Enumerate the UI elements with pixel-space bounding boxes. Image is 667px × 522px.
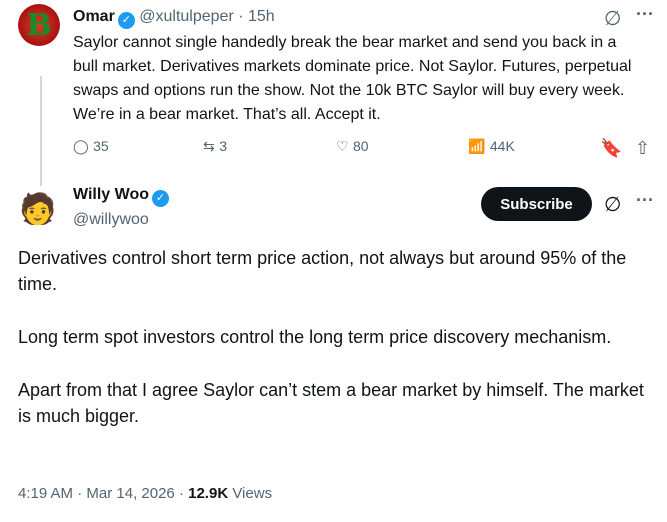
grok-icon[interactable]: ∅ xyxy=(604,8,622,30)
reply-text: Saylor cannot single handedly break the … xyxy=(73,34,632,123)
repost-icon: ⇆ xyxy=(203,138,215,154)
time[interactable]: 4:19 AM xyxy=(18,485,74,502)
views-icon: 📶 xyxy=(468,138,486,154)
separator: · xyxy=(233,8,248,25)
author-name[interactable]: Willy Woo xyxy=(73,186,149,203)
verified-icon: ✓ xyxy=(152,190,169,207)
avatar-logo: B xyxy=(26,7,52,43)
subscribe-button[interactable]: Subscribe xyxy=(481,187,592,221)
views-button[interactable]: 📶 44K xyxy=(468,138,515,154)
paragraph: Apart from that I agree Saylor can’t ste… xyxy=(18,380,644,426)
paragraph: Derivatives control short term price act… xyxy=(18,248,627,294)
reply-icon: ◯ xyxy=(73,138,89,154)
repost-button[interactable]: ⇆ 3 xyxy=(203,138,227,154)
omar-avatar[interactable]: B xyxy=(18,4,60,46)
more-icon[interactable]: ··· xyxy=(636,4,654,24)
date[interactable]: Mar 14, 2026 xyxy=(86,485,175,502)
paragraph: Long term spot investors control the lon… xyxy=(18,327,612,347)
thread-line xyxy=(40,76,42,226)
bookmark-icon[interactable]: 🔖 xyxy=(600,138,623,158)
tweet-meta: 4:19 AM · Mar 14, 2026 · 12.9K Views xyxy=(18,485,273,502)
share-icon[interactable]: ⇧ xyxy=(635,138,651,158)
views-label: Views xyxy=(232,485,273,502)
timestamp[interactable]: 15h xyxy=(247,8,275,25)
more-icon[interactable]: ··· xyxy=(636,190,654,210)
tweet-text: Derivatives control short term price act… xyxy=(18,245,648,456)
heart-icon: ♡ xyxy=(336,138,349,154)
like-button[interactable]: ♡ 80 xyxy=(336,138,369,154)
tweet-header: Willy Woo ✓ @willywoo xyxy=(73,186,169,229)
willy-avatar[interactable]: 🧑 xyxy=(18,186,58,232)
author-handle[interactable]: @xultulpeper xyxy=(139,8,234,25)
reply-button[interactable]: ◯ 35 xyxy=(73,138,109,154)
action-bar: ◯ 35 ⇆ 3 ♡ 80 📶 44K 🔖 ⇧ xyxy=(73,138,658,160)
author-name[interactable]: Omar xyxy=(73,8,115,25)
reply-header: Omar ✓ @xultulpeper · 15h xyxy=(73,8,275,29)
view-count: 12.9K xyxy=(188,485,229,502)
author-handle[interactable]: @willywoo xyxy=(73,211,149,228)
verified-icon: ✓ xyxy=(117,12,135,29)
grok-icon[interactable]: ∅ xyxy=(604,194,622,216)
